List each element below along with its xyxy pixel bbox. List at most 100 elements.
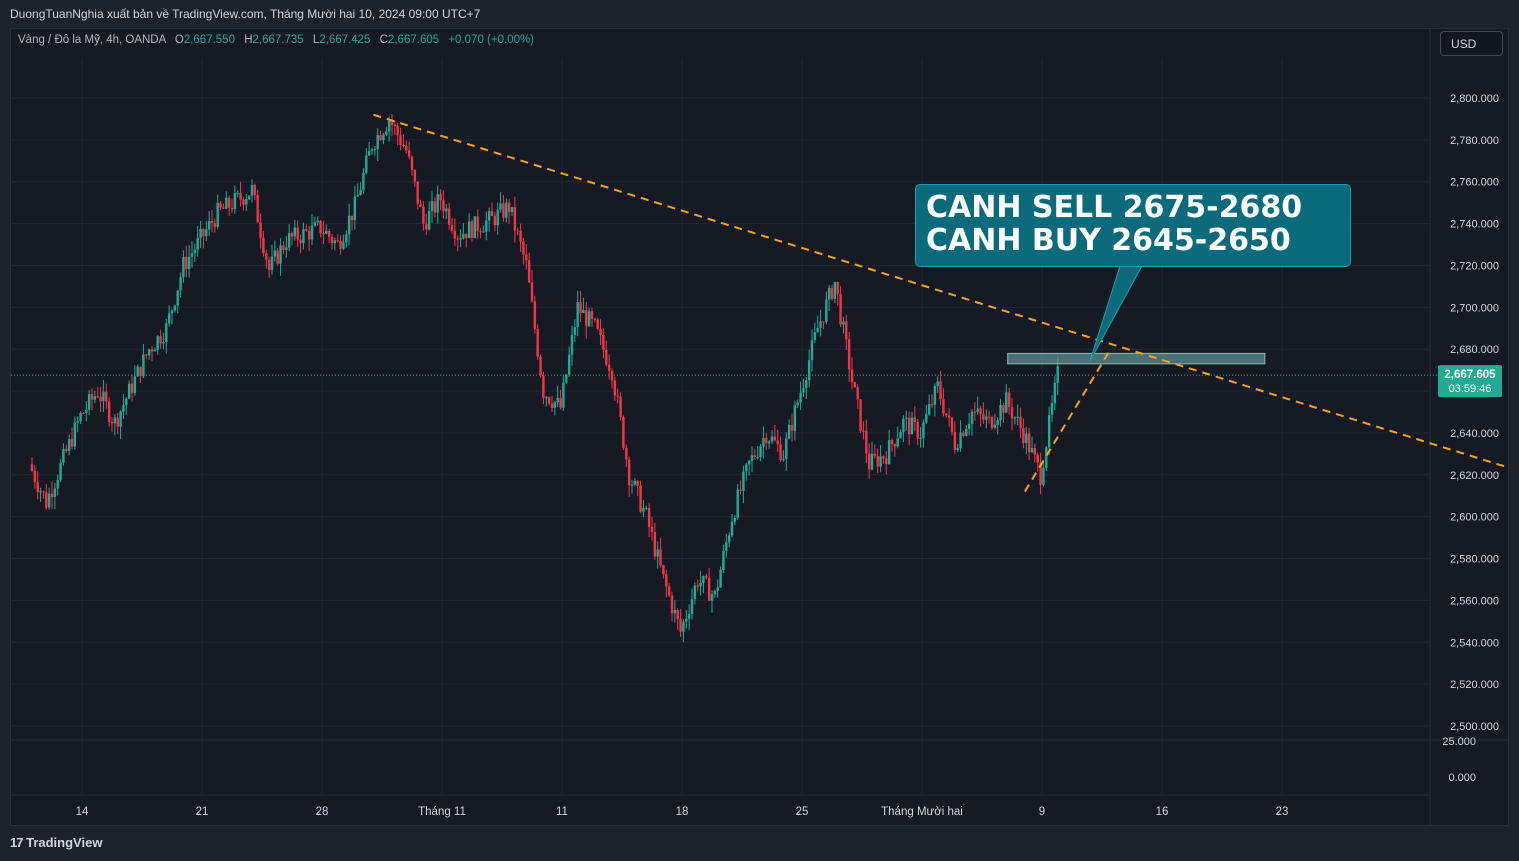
tradingview-logo-icon: 17 [10,835,24,850]
candle [576,290,579,337]
candle-body [362,172,365,190]
candle-body [582,310,585,313]
candle [525,243,528,270]
chart-frame[interactable] [10,28,1509,826]
candle-body [1045,447,1048,468]
candle [133,365,137,396]
candle-body [796,402,799,406]
candle [727,532,731,547]
candle [82,411,85,414]
tradingview-logo[interactable]: 17 TradingView [10,835,102,850]
candle [747,459,751,476]
publisher-bar: DuongTuanNghia xuất bản về TradingView.c… [0,0,1519,28]
candle [885,451,888,475]
candle-body [936,381,939,387]
candle-body [845,321,848,340]
currency-button[interactable]: USD [1440,31,1503,56]
candle-body [525,254,528,261]
candle [707,567,711,602]
candle [710,590,714,613]
candle [630,479,634,494]
candle [619,392,622,421]
candle-body [167,313,171,324]
candle [456,235,459,252]
candle [899,429,902,439]
candle-body [296,227,299,240]
x-tick-label: 16 [1156,806,1169,818]
candle [493,211,497,232]
candle-body [382,134,385,141]
candle-body [650,526,654,533]
candle [219,200,222,211]
price-axis[interactable]: 2,800.000 2,780.000 2,760.000 2,740.000 2,72… [1429,29,1502,825]
candle-body [750,455,754,461]
candle-body [753,455,757,458]
candle-body [719,569,722,588]
candle [276,247,279,266]
candle [796,399,799,409]
candle-body [356,194,359,197]
candle-body [73,422,77,447]
candle [550,396,554,413]
candle-body [102,391,105,402]
y-tick-label: 2,540.000 [1450,637,1499,649]
candle-body [213,223,217,227]
candle [70,427,74,450]
candle-body [327,230,331,237]
candle [56,474,59,496]
candle-body [887,440,891,465]
candle [682,619,685,643]
candle [996,417,999,435]
drawings[interactable] [11,113,1506,493]
candle [236,190,239,198]
candle-body [127,383,131,399]
candle [967,413,971,436]
y-tick-label: 2,720.000 [1450,260,1499,272]
candle [1016,404,1019,426]
candle [987,410,991,424]
candle [273,240,277,262]
candle-body [36,482,39,492]
candle-body [765,437,768,444]
candle-body [625,447,628,460]
time-axis[interactable]: 14 21 28 Tháng 11 11 18 25 Tháng Mười hai 9 16 23 [76,806,1289,818]
candle [130,374,134,402]
candle [30,457,34,473]
candle [625,444,628,467]
candle [516,227,519,236]
candle-body [439,194,442,201]
candle-body [499,203,502,210]
candle [839,286,842,328]
candle-body [985,416,988,420]
x-tick-label: 9 [1039,806,1045,818]
candle [873,444,877,459]
candle [153,347,157,352]
candle [36,471,39,500]
candle [390,114,394,137]
trade-callout[interactable]: CANH SELL 2675-2680 CANH BUY 2645-2650 [915,184,1351,267]
candle-body [619,396,622,417]
candle [210,209,214,233]
candle-body [136,366,139,377]
candle [167,305,171,327]
candle [616,388,619,404]
candle [99,386,102,412]
candle [325,224,328,235]
candle [933,383,937,417]
candle-body [179,277,182,291]
candle [1039,452,1042,495]
candle [762,426,765,459]
candle-body [299,239,302,243]
candle-body [462,233,465,239]
candle-body [399,135,402,145]
candle [316,216,319,226]
candle-body [976,408,979,412]
footer-bar [0,826,1519,861]
candle-body [656,549,659,557]
y-tick-label: 2,680.000 [1450,344,1499,356]
y-tick-label: 2,560.000 [1450,595,1499,607]
candle-body [125,398,128,406]
candle [876,448,879,474]
candle-body [742,471,745,492]
